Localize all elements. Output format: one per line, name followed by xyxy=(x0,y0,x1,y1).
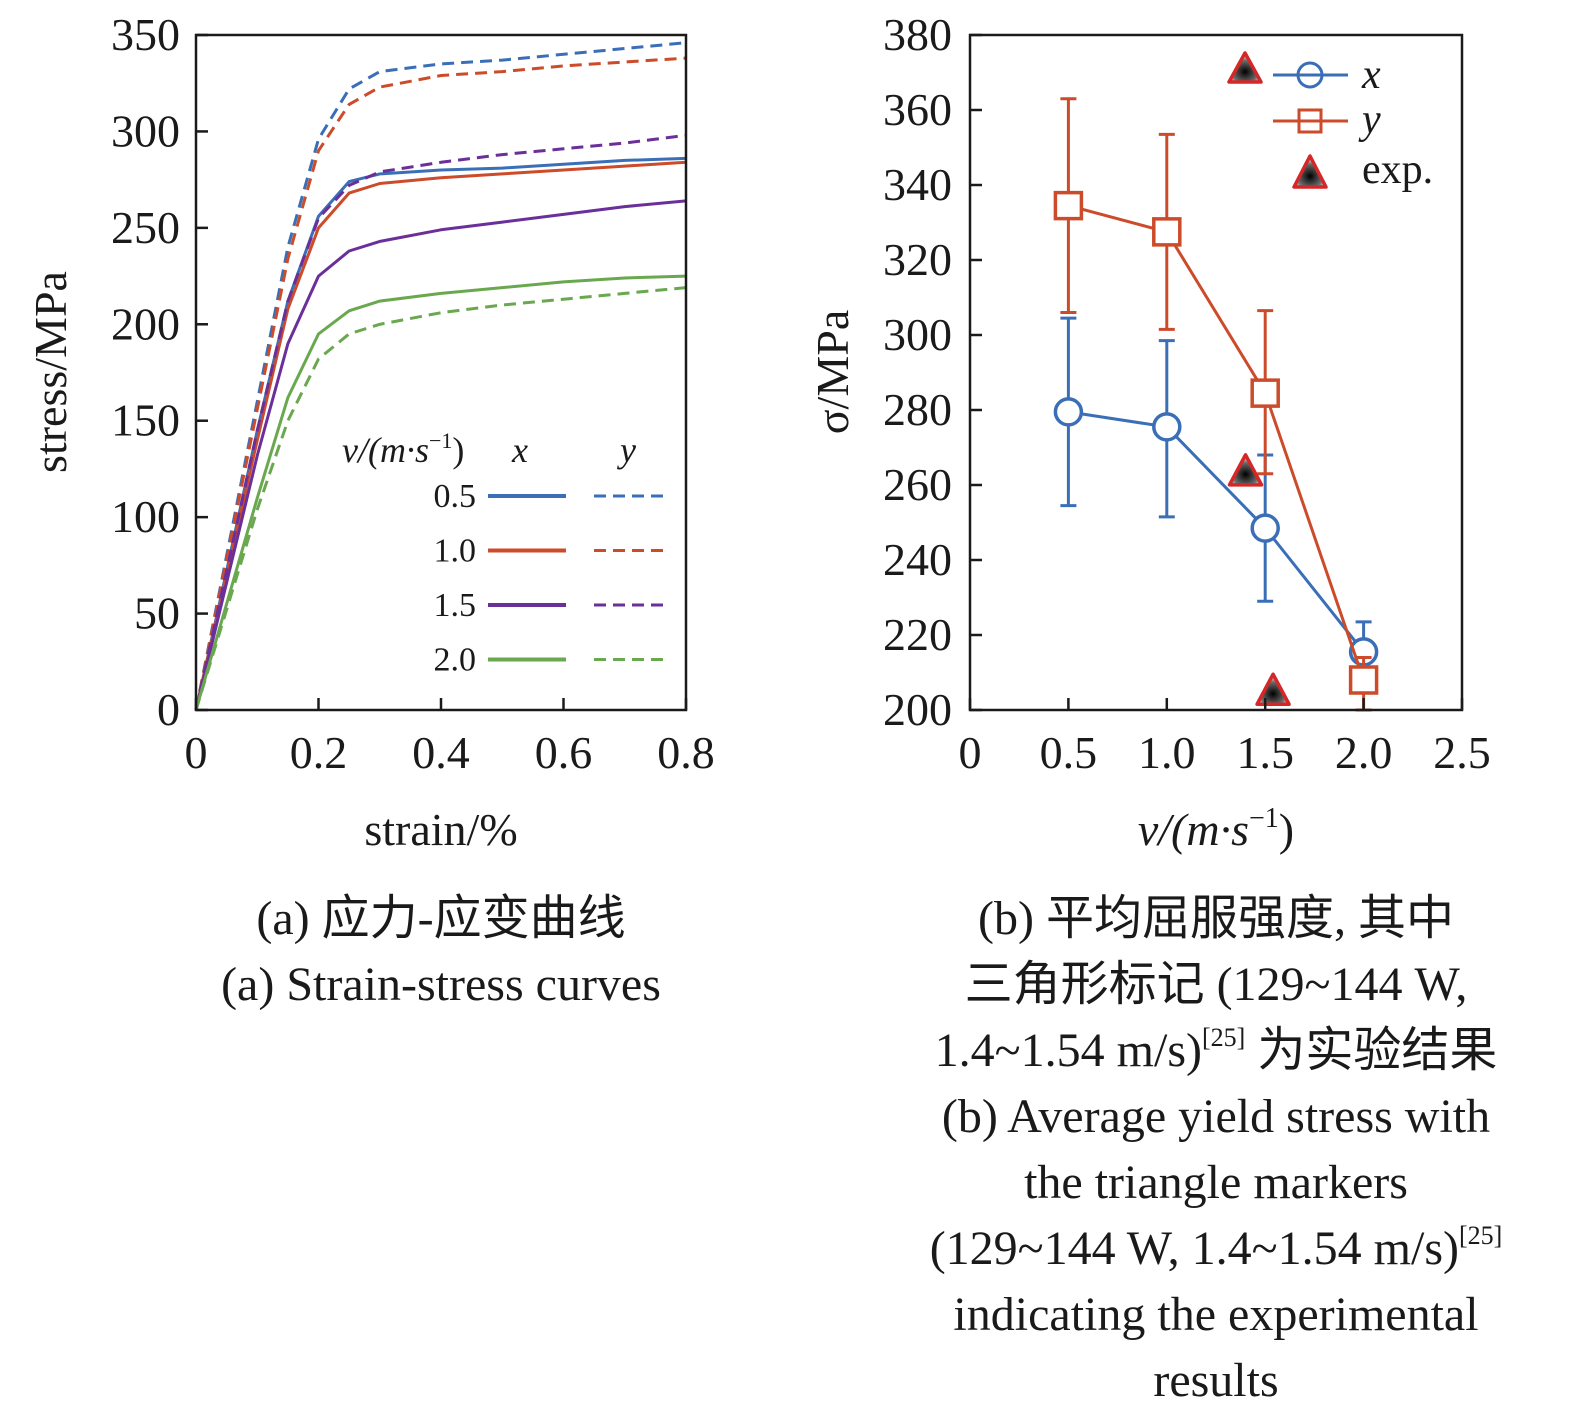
chart-b-xtick-label: 1.0 xyxy=(1138,727,1196,778)
chart-a-xtick-label: 0.2 xyxy=(290,727,348,778)
chart-b-series-layer xyxy=(1053,97,1379,712)
chart-a-legend-rows: 0.5 1.0 1.5 2.0 xyxy=(434,478,666,679)
chart-a-ytick-label: 150 xyxy=(111,395,180,446)
caption-b-en-2: the triangle markers xyxy=(1024,1156,1408,1209)
chart-a-legend: v/(m·s−1) x y 0.5 1.0 1.5 2.0 xyxy=(342,428,666,679)
chart-a-legend-header: v/(m·s−1) xyxy=(342,428,464,470)
chart-b-y-point xyxy=(1152,217,1182,247)
chart-b-ytick-label: 380 xyxy=(883,9,952,60)
chart-a-legend-row-label: 1.5 xyxy=(434,587,477,624)
chart-b-y-line xyxy=(1068,204,1366,681)
chart-b-xtick-label: 2.5 xyxy=(1433,727,1491,778)
chart-a-series-4 xyxy=(194,199,687,711)
legend-y-marker xyxy=(1297,108,1323,134)
chart-a-series-0 xyxy=(194,156,687,711)
chart-b-xtick-label: 0.5 xyxy=(1040,727,1098,778)
chart-b-y-point xyxy=(1053,190,1084,221)
chart-a-ylabel: stress/MPa xyxy=(25,271,76,473)
legend-x-label: x xyxy=(1361,52,1381,98)
chart-b-legend: x y exp. xyxy=(1227,51,1433,193)
chart-b-ytick-label: 360 xyxy=(883,84,952,135)
legend-extra-triangle xyxy=(1227,51,1263,84)
chart-a-ytick-label: 300 xyxy=(111,105,180,156)
caption-a-en: (a) Strain-stress curves xyxy=(221,958,661,1011)
legend-x-marker xyxy=(1296,61,1324,89)
chart-a-xtick-label: 0 xyxy=(185,727,208,778)
chart-a: 0 0.2 0.4 0.6 0.8 0 50 100 150 200 250 300 350 stres… xyxy=(25,9,715,855)
caption-b-en-3: (129~144 W, 1.4~1.54 m/s)[25] xyxy=(929,1221,1503,1275)
chart-b-x-point xyxy=(1152,412,1182,442)
chart-a-ytick-label: 100 xyxy=(111,491,180,542)
chart-b-xtick-label: 0 xyxy=(959,727,982,778)
legend-exp-label: exp. xyxy=(1362,147,1433,193)
chart-a-legend-row-label: 0.5 xyxy=(434,478,477,515)
chart-b-x-line xyxy=(1068,410,1365,653)
chart-b-ytick-label: 200 xyxy=(883,684,952,735)
chart-b-y-point xyxy=(1250,378,1280,408)
chart-b-ytick-label: 220 xyxy=(883,609,952,660)
chart-a-ytick-label: 250 xyxy=(111,202,180,253)
caption-a: (a) 应力-应变曲线 (a) Strain-stress curves xyxy=(140,886,742,1018)
chart-a-series-2 xyxy=(194,160,687,711)
caption-a-zh: (a) 应力-应变曲线 xyxy=(256,892,626,945)
chart-b-xlabel: v/(m·s−1) xyxy=(1138,803,1294,855)
legend-y-label: y xyxy=(1358,97,1381,143)
chart-b-ytick-label: 300 xyxy=(883,309,952,360)
chart-a-legend-row-label: 2.0 xyxy=(434,642,477,679)
caption-b-en-5: results xyxy=(1153,1354,1279,1407)
legend-exp-marker xyxy=(1292,154,1328,189)
chart-a-series-5 xyxy=(194,133,687,711)
chart-b-ylabel: σ/MPa xyxy=(807,310,858,434)
chart-b-plot-frame xyxy=(968,33,1464,712)
caption-b-zh-1: (b) 平均屈服强度, 其中 xyxy=(978,892,1454,945)
chart-a-xtick-label: 0.4 xyxy=(412,727,470,778)
chart-b-x-point xyxy=(1250,513,1280,543)
chart-a-series-layer xyxy=(194,41,687,711)
chart-b-exp-triangle xyxy=(1255,672,1291,706)
chart-b: 0 0.5 1.0 1.5 2.0 2.5 200 220 240 260 280 300 320 340… xyxy=(807,9,1491,855)
chart-b-ytick-label: 320 xyxy=(883,234,952,285)
chart-b-ytick-label: 280 xyxy=(883,384,952,435)
chart-b-axes: 0 0.5 1.0 1.5 2.0 2.5 200 220 240 260 280 300 320 340… xyxy=(883,9,1491,778)
caption-b-zh-3: 1.4~1.54 m/s)[25] 为实验结果 xyxy=(934,1023,1498,1077)
chart-a-series-3 xyxy=(194,56,687,711)
caption-b-en-4: indicating the experimental xyxy=(953,1288,1479,1341)
chart-a-ytick-label: 200 xyxy=(111,298,180,349)
chart-b-xtick-label: 2.0 xyxy=(1335,727,1393,778)
chart-a-series-6 xyxy=(194,274,687,711)
caption-b: (b) 平均屈服强度, 其中 三角形标记 (129~144 W, 1.4~1.5… xyxy=(866,886,1566,1414)
chart-b-y-point xyxy=(1348,665,1379,695)
chart-b-exp-triangle xyxy=(1227,453,1264,487)
chart-b-xtick-label: 1.5 xyxy=(1236,727,1294,778)
chart-a-xtick-label: 0.8 xyxy=(657,727,715,778)
chart-a-ytick-label: 50 xyxy=(134,588,180,639)
chart-a-axes: 0 0.2 0.4 0.6 0.8 0 50 100 150 200 250 300 350 xyxy=(111,9,715,778)
chart-b-ytick-label: 240 xyxy=(883,534,952,585)
chart-b-ytick-label: 340 xyxy=(883,159,952,210)
chart-a-legend-header-y: y xyxy=(617,430,636,470)
chart-a-xlabel: strain/% xyxy=(364,804,517,855)
chart-b-ytick-label: 260 xyxy=(883,459,952,510)
caption-b-en-1: (b) Average yield stress with xyxy=(941,1090,1491,1143)
chart-b-x-point xyxy=(1053,397,1084,427)
chart-a-legend-header-x: x xyxy=(511,430,528,470)
chart-a-legend-row-label: 1.0 xyxy=(434,533,477,570)
chart-a-xtick-label: 0.6 xyxy=(535,727,593,778)
caption-b-zh-2: 三角形标记 (129~144 W, xyxy=(964,958,1468,1011)
chart-a-series-7 xyxy=(194,286,687,711)
chart-a-ytick-label: 0 xyxy=(157,684,180,735)
chart-a-ytick-label: 350 xyxy=(111,9,180,60)
